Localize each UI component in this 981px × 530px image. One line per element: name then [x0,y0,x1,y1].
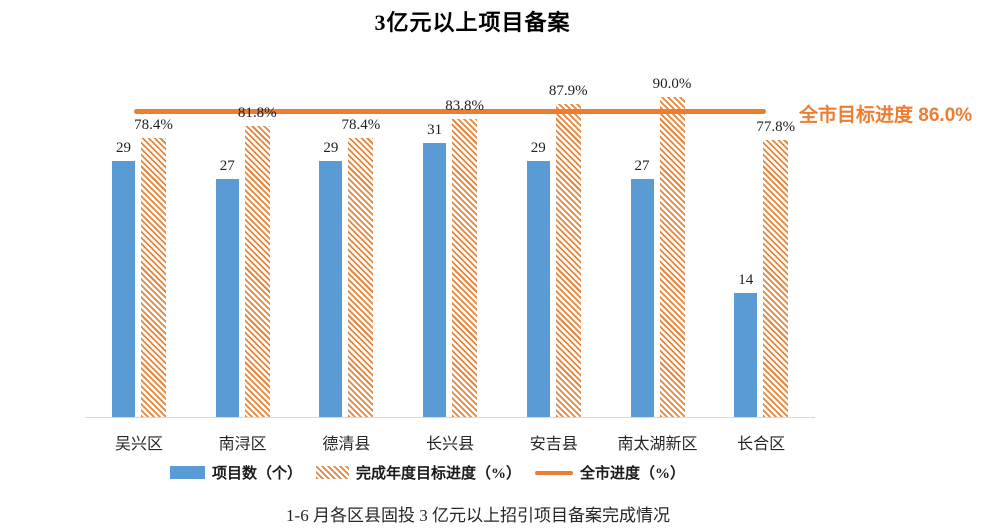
project-count-bar [630,178,654,417]
line-swatch-icon [535,470,573,475]
project-count-bar [215,178,239,417]
percent-data-label: 81.8% [237,105,277,122]
percent-data-label: 83.8% [445,98,484,114]
count-data-label: 27 [219,157,235,174]
project-count-bar [734,293,758,417]
x-axis-label: 德清县 [322,436,371,453]
count-data-label: 14 [738,272,754,289]
count-data-label: 29 [323,139,339,156]
legend-item-progress: 完成年度目标进度（%） [315,462,521,483]
percent-data-label: 90.0% [652,75,692,92]
progress-percent-bar [659,96,685,417]
x-axis-label: 安吉县 [529,436,578,453]
project-count-bar [526,160,550,417]
count-data-label: 29 [116,139,131,156]
legend-item-citywide: 全市进度（%） [535,462,685,483]
progress-percent-bar [244,126,270,417]
hatched-bar-swatch-icon [315,466,349,479]
count-data-label: 29 [530,139,546,156]
percent-data-label: 77.8% [756,119,796,136]
target-annotation: 全市目标进度 86.0% [799,105,973,126]
progress-percent-bar [348,138,374,417]
project-count-bar [319,160,343,417]
progress-percent-bar [452,119,478,417]
percent-data-label: 78.4% [134,117,173,134]
chart-caption: 1-6 月各区县固投 3 亿元以上招引项目备案完成情况 [286,506,670,525]
legend-label-projects: 项目数（个） [211,466,302,482]
x-axis-label: 长合区 [737,436,786,453]
progress-percent-bar [763,140,789,417]
legend-item-projects: 项目数（个） [169,462,302,483]
legend-label-progress: 完成年度目标进度（%） [355,466,521,482]
blue-bar-swatch-icon [169,466,205,479]
x-axis-label: 南浔区 [218,436,267,453]
project-count-bar [423,143,447,417]
x-axis-label: 吴兴区 [114,436,164,453]
citywide-target-line [134,108,767,114]
count-data-label: 27 [634,157,650,174]
percent-data-label: 78.4% [341,117,381,134]
legend-label-citywide: 全市进度（%） [580,466,686,482]
plot-area: 29 78.4% 吴兴区 27 81.8% 南浔区 29 78.4% 德清县 31 83.8% 长兴县… [85,75,815,453]
project-count-bar [112,160,135,417]
progress-percent-bar [555,104,581,417]
x-axis-label: 长兴县 [426,436,475,453]
chart-title: 3亿元以上项目备案 [374,10,571,35]
x-axis-label: 南太湖新区 [617,436,698,453]
count-data-label: 31 [427,122,443,139]
legend: 项目数（个） 完成年度目标进度（%） 全市进度（%） [0,462,855,483]
progress-percent-bar [141,138,166,417]
percent-data-label: 87.9% [548,83,588,100]
